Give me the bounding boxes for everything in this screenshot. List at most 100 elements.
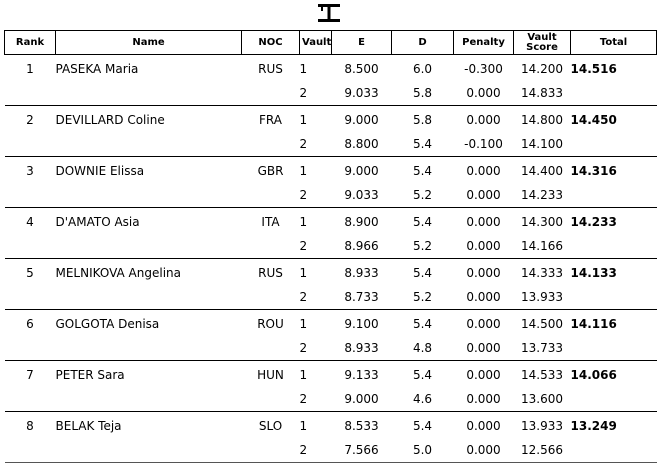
penalty-cell: 0.000 — [453, 183, 514, 208]
d-score-cell: 5.2 — [391, 234, 454, 259]
vault-number-cell: 2 — [299, 183, 332, 208]
table-row: 8 BELAK Teja SLO 1 8.533 5.4 0.000 13.933 13.249 — [5, 412, 657, 439]
rank-cell: 3 — [26, 164, 34, 178]
penalty-cell: -0.100 — [453, 132, 514, 157]
penalty-cell: 0.000 — [466, 215, 501, 229]
total-score-cell: 13.249 — [570, 419, 617, 433]
e-score-cell: 8.900 — [344, 215, 379, 229]
e-score-cell: 9.133 — [344, 368, 379, 382]
header-vault-score[interactable]: Vault Score — [513, 30, 571, 55]
athlete-name-cell: BELAK Teja — [55, 419, 122, 433]
e-score-cell: 8.933 — [331, 336, 392, 361]
d-score-cell: 4.8 — [391, 336, 454, 361]
noc-cell: ITA — [261, 215, 280, 229]
rank-cell — [4, 285, 56, 310]
header-d[interactable]: D — [391, 30, 454, 55]
e-score-cell: 9.000 — [344, 113, 379, 127]
total-score-cell: 14.133 — [570, 266, 617, 280]
penalty-cell: 0.000 — [466, 266, 501, 280]
header-e[interactable]: E — [331, 30, 392, 55]
vault-score-cell: 14.800 — [521, 113, 563, 127]
athlete-name-cell: DEVILLARD Coline — [55, 113, 165, 127]
d-score-cell: 5.2 — [391, 183, 454, 208]
athlete-name-cell — [55, 336, 242, 361]
vault-number-cell: 1 — [299, 317, 308, 331]
table-row: 6 GOLGOTA Denisa ROU 1 9.100 5.4 0.000 14.500 14… — [5, 310, 657, 337]
table-row: 3 DOWNIE Elissa GBR 1 9.000 5.4 0.000 14.400 14.… — [5, 157, 657, 184]
d-score-cell: 5.4 — [412, 215, 433, 229]
rank-cell: 7 — [26, 368, 34, 382]
vault-number-cell: 1 — [299, 62, 308, 76]
athlete-name-cell: MELNIKOVA Angelina — [55, 266, 182, 280]
penalty-cell: 0.000 — [466, 368, 501, 382]
athlete-name-cell: GOLGOTA Denisa — [55, 317, 160, 331]
noc-cell: RUS — [258, 266, 283, 280]
vault-number-cell: 2 — [299, 387, 332, 412]
e-score-cell: 8.933 — [344, 266, 379, 280]
total-score-cell — [570, 234, 657, 259]
athlete-name-cell: PASEKA Maria — [55, 62, 139, 76]
total-score-cell — [570, 132, 657, 157]
noc-cell — [241, 234, 300, 259]
vault-number-cell: 1 — [299, 215, 308, 229]
vault-score-cell: 14.166 — [513, 234, 571, 259]
rank-cell — [4, 81, 56, 106]
penalty-cell: 0.000 — [453, 234, 514, 259]
vault-score-cell: 14.100 — [513, 132, 571, 157]
d-score-cell: 4.6 — [391, 387, 454, 412]
results-table: Rank Name NOC Vault E D Penalty Vault Sco… — [4, 30, 657, 463]
vault-number-cell: 2 — [299, 285, 332, 310]
total-score-cell: 14.066 — [570, 368, 617, 382]
header-vault-score-line2: Score — [526, 41, 558, 53]
d-score-cell: 5.4 — [391, 132, 454, 157]
penalty-cell: 0.000 — [466, 419, 501, 433]
header-noc[interactable]: NOC — [241, 30, 300, 55]
vault-number-cell: 2 — [299, 336, 332, 361]
athlete-name-cell — [55, 183, 242, 208]
athlete-name-cell — [55, 81, 242, 106]
d-score-cell: 5.4 — [412, 164, 433, 178]
rank-cell: 5 — [26, 266, 34, 280]
e-score-cell: 8.966 — [331, 234, 392, 259]
d-score-cell: 6.0 — [412, 62, 433, 76]
rank-cell: 6 — [26, 317, 34, 331]
athlete-name-cell: D'AMATO Asia — [55, 215, 140, 229]
d-score-cell: 5.8 — [391, 81, 454, 106]
total-score-cell — [570, 387, 657, 412]
rank-cell: 8 — [26, 419, 34, 433]
e-score-cell: 8.800 — [331, 132, 392, 157]
rank-cell — [4, 132, 56, 157]
table-row: 2 9.033 5.2 0.000 14.233 — [4, 183, 657, 208]
table-row: 2 9.033 5.8 0.000 14.833 — [4, 81, 657, 106]
e-score-cell: 9.033 — [331, 183, 392, 208]
noc-cell — [241, 336, 300, 361]
penalty-cell: -0.300 — [464, 62, 503, 76]
e-score-cell: 8.533 — [344, 419, 379, 433]
noc-cell — [241, 132, 300, 157]
header-total[interactable]: Total — [570, 30, 657, 55]
e-score-cell: 9.033 — [331, 81, 392, 106]
header-rank[interactable]: Rank — [4, 30, 56, 55]
vault-number-cell: 1 — [299, 164, 308, 178]
noc-cell: FRA — [259, 113, 282, 127]
vault-apparatus-icon — [316, 1, 342, 23]
d-score-cell: 5.2 — [391, 285, 454, 310]
header-name[interactable]: Name — [55, 30, 242, 55]
rank-cell — [4, 183, 56, 208]
vault-number-cell: 2 — [299, 132, 332, 157]
athlete-name-cell — [55, 234, 242, 259]
header-penalty[interactable]: Penalty — [453, 30, 514, 55]
athlete-name-cell: PETER Sara — [55, 368, 125, 382]
vault-number-cell: 2 — [299, 234, 332, 259]
penalty-cell: 0.000 — [453, 336, 514, 361]
total-score-cell: 14.316 — [570, 164, 617, 178]
d-score-cell: 5.4 — [412, 266, 433, 280]
noc-cell: HUN — [257, 368, 284, 382]
d-score-cell: 5.4 — [412, 368, 433, 382]
vault-score-cell: 14.533 — [521, 368, 563, 382]
vault-score-cell: 14.300 — [521, 215, 563, 229]
table-row: 2 8.733 5.2 0.000 13.933 — [4, 285, 657, 310]
header-vault[interactable]: Vault — [299, 30, 332, 55]
noc-cell: GBR — [257, 164, 284, 178]
rank-cell: 2 — [26, 113, 34, 127]
